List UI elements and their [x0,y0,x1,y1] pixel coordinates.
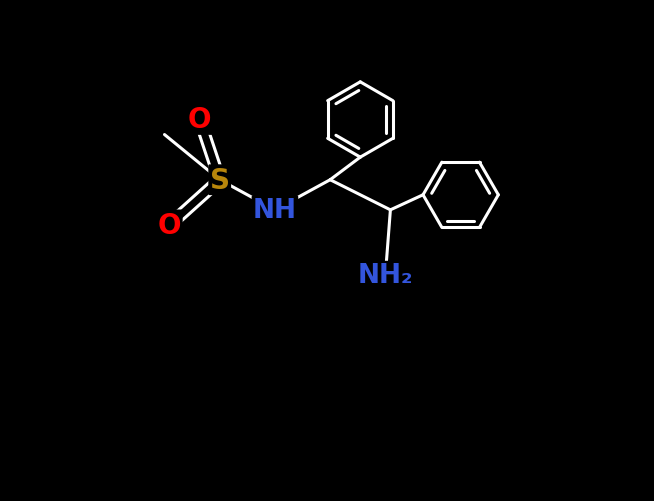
Text: O: O [188,106,211,134]
Text: NH: NH [253,197,297,223]
Text: O: O [158,211,181,239]
Text: S: S [210,166,230,194]
Text: NH₂: NH₂ [358,263,413,289]
